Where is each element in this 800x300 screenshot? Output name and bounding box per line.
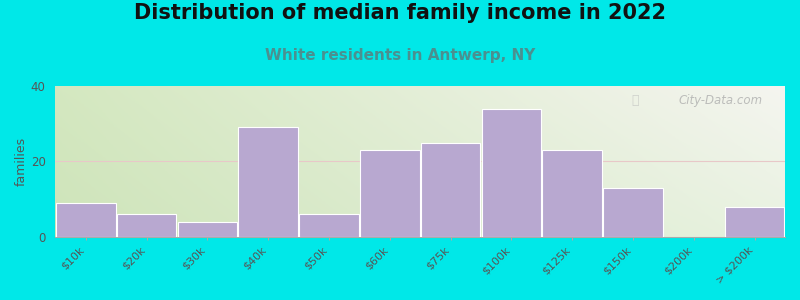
Bar: [178, 222, 237, 237]
Bar: [542, 150, 602, 237]
Text: Distribution of median family income in 2022: Distribution of median family income in …: [134, 3, 666, 23]
Bar: [603, 188, 662, 237]
Y-axis label: families: families: [15, 137, 28, 186]
Bar: [56, 203, 115, 237]
Bar: [421, 142, 480, 237]
Bar: [299, 214, 358, 237]
Bar: [725, 207, 784, 237]
Text: White residents in Antwerp, NY: White residents in Antwerp, NY: [265, 48, 535, 63]
Bar: [117, 214, 176, 237]
Bar: [360, 150, 419, 237]
Bar: [238, 128, 298, 237]
Text: City-Data.com: City-Data.com: [679, 94, 763, 106]
Text: ⓘ: ⓘ: [631, 94, 639, 106]
Bar: [482, 109, 541, 237]
